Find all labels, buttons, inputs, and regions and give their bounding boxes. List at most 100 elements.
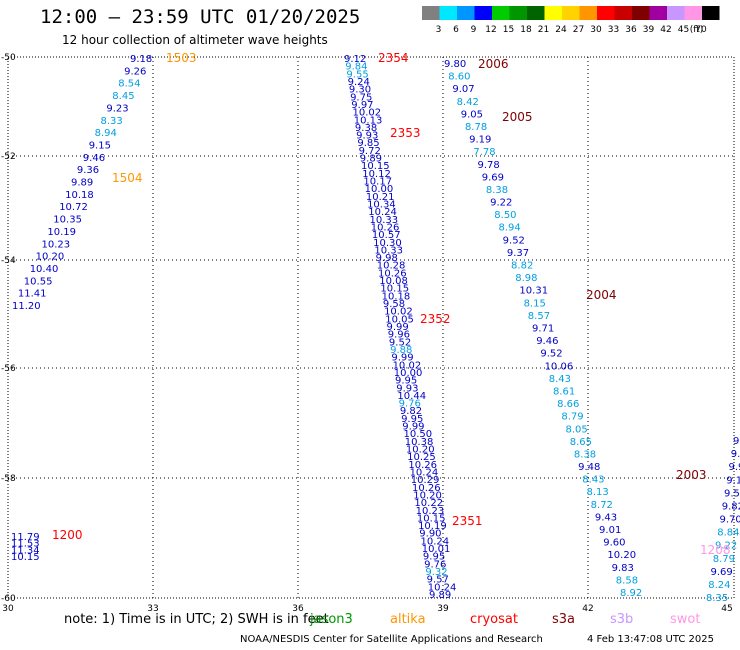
track-b-value-62: 9.90	[419, 529, 441, 540]
track-b-value-30: 10.15	[380, 284, 409, 295]
altimeter-tracks: 9.189.268.548.459.238.338.949.159.469.36…	[11, 54, 740, 604]
track-c-value-40: 9.83	[612, 563, 634, 574]
legend-bin-label-12: 39	[643, 25, 655, 35]
track-b-value-67: 9.32	[425, 567, 447, 578]
track-c-value-26: 8.61	[553, 386, 575, 397]
track-b-value-15: 10.12	[362, 169, 391, 180]
track-a-value-6: 8.94	[95, 128, 117, 139]
track-b-value-59: 10.23	[416, 506, 445, 517]
track-c-value-31: 8.38	[574, 449, 596, 460]
legend-swatch-16	[702, 6, 720, 20]
track-c-value-37: 9.01	[599, 525, 621, 536]
legend-swatch-1	[439, 6, 457, 20]
track-b-value-36: 9.96	[388, 330, 410, 341]
map-frame	[7, 56, 735, 599]
track-b-value-69: 10.24	[428, 582, 457, 593]
plot-border	[7, 56, 735, 599]
legend-swatch-14	[667, 6, 685, 20]
track-b-value-4: 9.30	[349, 85, 371, 96]
track-b-value-45: 9.76	[399, 399, 421, 410]
pass-labels: 1503 1504 1200 2354 2353 2352 2351 2006 2005 2004…	[52, 51, 731, 557]
track-b-value-40: 10.02	[393, 360, 422, 371]
track-c-value-39: 10.20	[607, 550, 636, 561]
lat-tick--56: -56	[1, 364, 16, 374]
track-a-value-15: 10.23	[42, 239, 71, 250]
track-b-value-21: 10.33	[370, 215, 399, 226]
track-c-value-6: 9.19	[469, 135, 491, 146]
axis-tick-labels: 30 33 36 39 42 45 -50 -52 -54 -56 -58 -60	[1, 53, 733, 614]
track-d-value-4: 9.55	[724, 488, 740, 499]
track-b-value-68: 9.57	[427, 575, 449, 586]
track-b-value-47: 9.95	[401, 414, 423, 425]
legend-swatch-7	[544, 6, 562, 20]
track-b-value-54: 10.24	[410, 467, 439, 478]
legend-swatch-8	[562, 6, 580, 20]
track-b-value-11: 9.85	[357, 138, 379, 149]
legend-swatch-4	[492, 6, 510, 20]
track-c-value-20: 8.57	[528, 311, 550, 322]
track-b-value-8: 10.13	[354, 115, 383, 126]
pass-label-2005: 2005	[502, 110, 533, 124]
track-b-value-16: 10.17	[363, 177, 392, 188]
track-a-value-20: 11.20	[12, 301, 41, 312]
track-b-value-1: 9.84	[345, 62, 367, 73]
track-b-value-26: 9.98	[376, 253, 398, 264]
track-c-value-11: 9.22	[490, 198, 512, 209]
track-b-value-61: 10.19	[418, 521, 447, 532]
track-c-value-27: 8.66	[557, 399, 579, 410]
track-c-value-18: 10.31	[519, 286, 548, 297]
track-c-value-42: 8.92	[620, 588, 642, 599]
track-b-value-25: 10.33	[374, 245, 403, 256]
legend-bin-label-3: 12	[485, 25, 496, 35]
track-d-value-0: 9	[733, 436, 739, 447]
track-a-value-12: 10.72	[59, 202, 88, 213]
track-d-value-3: 9.13	[726, 475, 740, 486]
track-b-value-52: 10.25	[407, 452, 436, 463]
track-e-value-0: 11.79	[11, 532, 40, 543]
legend-bin-label-7: 24	[555, 25, 567, 35]
track-b-value-22: 10.26	[371, 222, 400, 233]
credit-line: NOAA/NESDIS Center for Satellite Applica…	[240, 634, 543, 645]
track-c-value-36: 9.43	[595, 512, 617, 523]
track-b-value-5: 9.75	[350, 92, 372, 103]
pass-label-2351: 2351	[452, 514, 483, 528]
track-c-value-15: 9.37	[507, 248, 529, 259]
track-b-value-38: 9.88	[390, 345, 412, 356]
track-b-value-9: 9.38	[355, 123, 377, 134]
track-b-value-51: 10.20	[406, 445, 435, 456]
track-b-value-12: 9.72	[359, 146, 381, 157]
track-b-value-41: 10.00	[394, 368, 423, 379]
lon-tick-36: 36	[292, 604, 304, 614]
track-c-value-23: 9.52	[540, 349, 562, 360]
track-c-value-9: 9.69	[482, 172, 504, 183]
mission-label-jason3: jason3	[310, 612, 353, 627]
lat-tick--54: -54	[1, 256, 16, 266]
track-b-value-63: 10.24	[421, 536, 450, 547]
legend-swatch-12	[632, 6, 650, 20]
track-c-value-4: 9.05	[461, 109, 483, 120]
track-b-value-50: 10.38	[405, 437, 434, 448]
track-c-value-34: 8.13	[586, 487, 608, 498]
track-c-value-3: 8.42	[457, 97, 479, 108]
track-b-value-2: 9.55	[346, 69, 368, 80]
track-b-value-31: 10.18	[382, 291, 411, 302]
track-c-value-35: 8.72	[591, 500, 613, 511]
track-b-value-57: 10.20	[413, 490, 442, 501]
track-a-value-7: 9.15	[89, 140, 111, 151]
track-c-value-32: 9.48	[578, 462, 600, 473]
track-b-value-33: 10.02	[384, 307, 413, 318]
track-b-value-37: 9.52	[389, 337, 411, 348]
track-b-value-49: 10.50	[404, 429, 433, 440]
track-a-value-17: 10.40	[30, 264, 59, 275]
track-c-value-16: 8.82	[511, 261, 533, 272]
legend-bin-label-8: 27	[573, 25, 584, 35]
mission-label-swot: swot	[670, 612, 701, 627]
map-title: 12:00 — 23:59 UTC 01/20/2025	[40, 6, 361, 28]
track-b-value-20: 10.24	[368, 207, 397, 218]
track-b-value-0: 9.12	[344, 54, 366, 65]
track-c-value-28: 8.79	[561, 412, 583, 423]
legend-bin-label-1: 6	[453, 25, 459, 35]
track-b-value-46: 9.82	[400, 406, 422, 417]
track-e-value-1: 11.53	[11, 539, 40, 550]
